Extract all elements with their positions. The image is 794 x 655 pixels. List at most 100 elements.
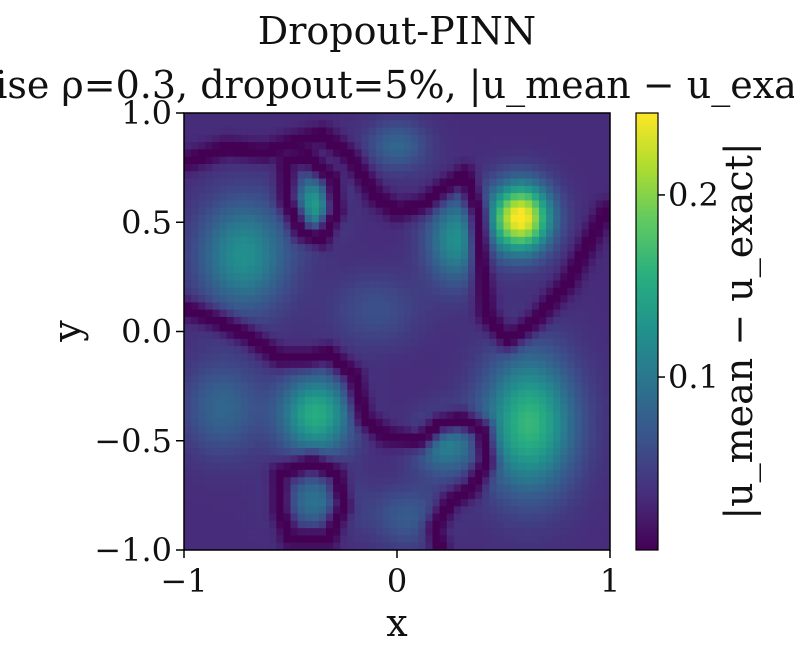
heatmap-cell	[247, 491, 256, 500]
heatmap-cell	[304, 338, 313, 347]
heatmap-cell	[212, 382, 221, 391]
heatmap-cell	[269, 324, 277, 333]
heatmap-cell	[418, 229, 426, 238]
heatmap-cell	[517, 418, 526, 427]
heatmap-cell	[326, 113, 334, 121]
heatmap-cell	[581, 520, 590, 529]
heatmap-cell	[184, 542, 192, 550]
heatmap-cell	[382, 389, 391, 398]
heatmap-cell	[602, 433, 610, 442]
heatmap-cell	[311, 280, 320, 289]
heatmap-cell	[510, 375, 519, 384]
heatmap-cell	[212, 265, 221, 274]
heatmap-cell	[198, 324, 206, 333]
heatmap-cell	[567, 397, 576, 405]
heatmap-cell	[191, 302, 199, 311]
heatmap-cell	[368, 287, 377, 296]
heatmap-cell	[503, 302, 512, 311]
heatmap-cell	[311, 127, 320, 136]
heatmap-cell	[602, 273, 610, 282]
heatmap-cell	[240, 506, 249, 515]
heatmap-cell	[333, 120, 341, 129]
x-tick-label: −1	[160, 562, 207, 600]
heatmap-cell	[297, 127, 306, 136]
heatmap-cell	[269, 433, 277, 442]
heatmap-cell	[326, 316, 334, 325]
heatmap-cell	[539, 142, 547, 151]
heatmap-cell	[389, 287, 398, 296]
heatmap-cell	[361, 397, 370, 405]
heatmap-cell	[446, 207, 455, 216]
heatmap-cell	[247, 265, 256, 274]
heatmap-cell	[496, 193, 505, 201]
heatmap-cell	[439, 491, 448, 500]
heatmap-cell	[468, 316, 476, 325]
heatmap-cell	[304, 448, 313, 456]
heatmap-cell	[184, 397, 192, 405]
heatmap-cell	[418, 513, 426, 522]
heatmap-cell	[304, 499, 313, 507]
heatmap-cell	[375, 207, 384, 216]
heatmap-cell	[397, 316, 405, 325]
heatmap-cell	[510, 200, 519, 209]
heatmap-cell	[546, 295, 554, 303]
heatmap-cell	[354, 469, 363, 478]
heatmap-cell	[219, 397, 228, 405]
heatmap-cell	[546, 469, 554, 478]
heatmap-cell	[446, 134, 455, 143]
heatmap-cell	[212, 295, 221, 303]
heatmap-cell	[375, 411, 384, 420]
heatmap-cell	[340, 251, 348, 260]
heatmap-cell	[553, 309, 561, 318]
heatmap-cell	[439, 397, 448, 405]
heatmap-cell	[368, 389, 377, 398]
heatmap-cell	[496, 149, 505, 158]
heatmap-cell	[588, 338, 597, 347]
heatmap-cell	[333, 251, 341, 260]
heatmap-cell	[290, 113, 299, 121]
heatmap-cell	[255, 207, 263, 216]
heatmap-cell	[482, 462, 490, 471]
heatmap-cell	[531, 397, 540, 405]
heatmap-cell	[503, 520, 512, 529]
heatmap-cell	[269, 273, 277, 282]
heatmap-cell	[468, 324, 476, 333]
heatmap-cell	[418, 280, 426, 289]
heatmap-cell	[531, 302, 540, 311]
heatmap-cell	[411, 142, 419, 151]
heatmap-cell	[524, 113, 533, 121]
heatmap-cell	[375, 513, 384, 522]
heatmap-cell	[333, 178, 341, 187]
heatmap-cell	[198, 316, 206, 325]
heatmap-cell	[326, 134, 334, 143]
heatmap-cell	[404, 440, 412, 449]
heatmap-cell	[560, 346, 568, 354]
heatmap-cell	[595, 273, 604, 282]
heatmap-cell	[290, 491, 299, 500]
heatmap-cell	[503, 397, 512, 405]
heatmap-cell	[276, 163, 284, 172]
heatmap-cell	[311, 382, 320, 391]
heatmap-cell	[255, 499, 263, 507]
heatmap-cell	[404, 287, 412, 296]
heatmap-cell	[574, 506, 583, 515]
heatmap-cell	[546, 331, 554, 340]
heatmap-cell	[581, 499, 590, 507]
heatmap-cell	[205, 418, 213, 427]
heatmap-cell	[503, 462, 512, 471]
heatmap-cell	[184, 222, 192, 231]
heatmap-cell	[290, 200, 299, 209]
heatmap-cell	[226, 163, 235, 172]
heatmap-cell	[524, 331, 533, 340]
heatmap-cell	[496, 302, 505, 311]
heatmap-cell	[255, 200, 263, 209]
heatmap-cell	[318, 448, 327, 456]
heatmap-cell	[503, 244, 512, 252]
heatmap-cell	[453, 120, 462, 129]
heatmap-cell	[439, 506, 448, 515]
heatmap-cell	[226, 229, 235, 238]
heatmap-cell	[432, 287, 441, 296]
heatmap-cell	[191, 258, 199, 267]
heatmap-cell	[524, 156, 533, 165]
heatmap-cell	[503, 309, 512, 318]
